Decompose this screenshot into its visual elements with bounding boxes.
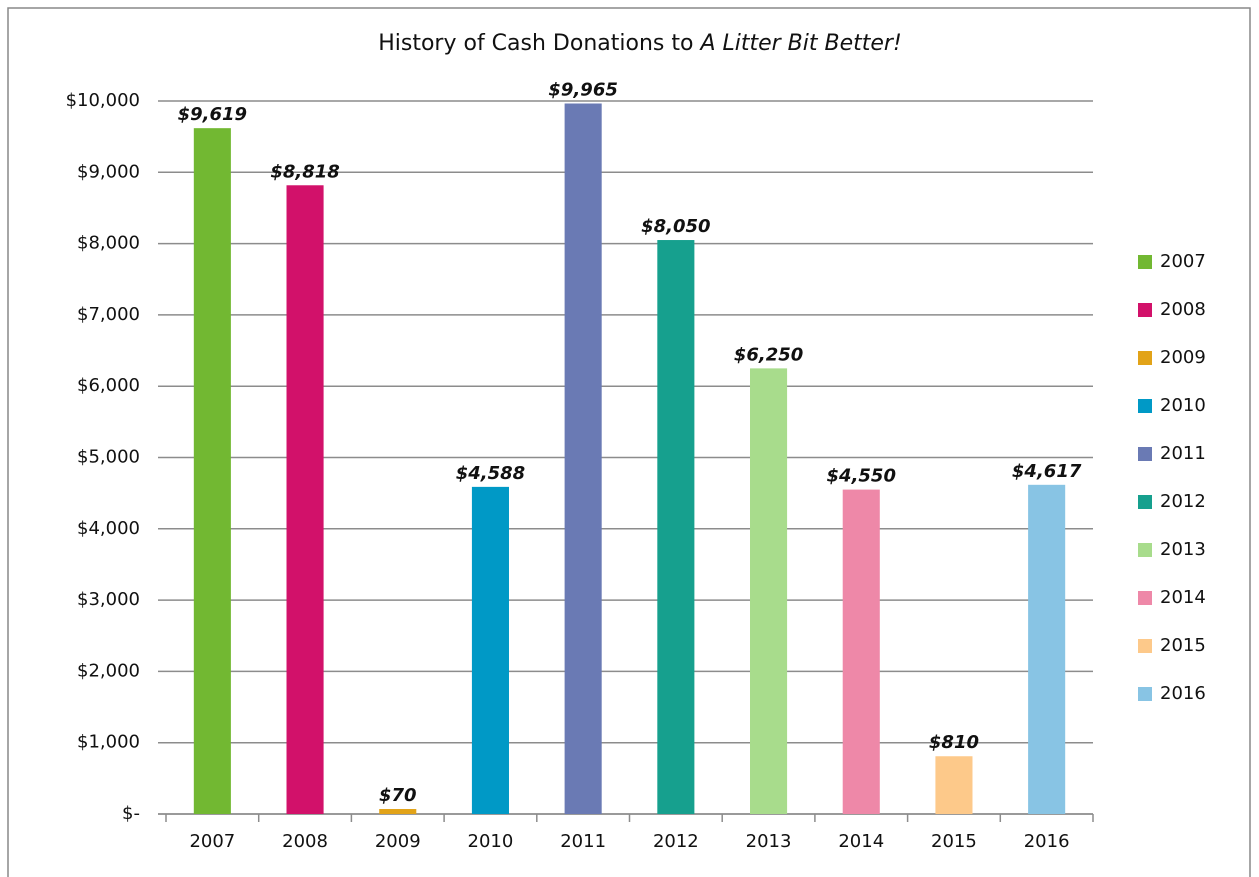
data-label: $8,050 [641,216,710,237]
y-tick-label: $5,000 [77,447,140,468]
bar [935,756,973,814]
title-emphasis: A Litter Bit Better! [698,31,901,56]
y-tick-label: $10,000 [66,90,140,111]
title-part: History of Cash Donations to [378,31,693,56]
y-tick-label: $1,000 [77,732,140,753]
data-label: $8,818 [270,161,339,182]
y-tick-label: $4,000 [77,518,140,539]
legend-label: 2007 [1160,251,1206,272]
bar [564,103,602,815]
legend-swatch [1138,543,1152,557]
bar [750,368,788,814]
data-label: $9,619 [178,104,247,125]
y-tick-label: $3,000 [77,589,140,610]
legend-label: 2010 [1160,395,1206,416]
x-tick-label: 2015 [931,831,977,852]
legend-label: 2013 [1160,539,1206,560]
legend-label: 2008 [1160,299,1206,320]
legend-swatch [1138,399,1152,413]
legend-label: 2011 [1160,443,1206,464]
bar [1028,484,1066,814]
y-tick-label: $7,000 [77,304,140,325]
y-tick-label: $8,000 [77,233,140,254]
data-label: $4,617 [1012,461,1082,482]
data-label: $810 [929,732,979,753]
x-tick-label: 2008 [282,831,328,852]
x-tick-label: 2012 [653,831,699,852]
x-tick-label: 2010 [468,831,514,852]
y-tick-label: $9,000 [77,161,140,182]
data-label: $70 [379,785,417,806]
data-label: $4,588 [456,463,525,484]
y-tick-label: $6,000 [77,375,140,396]
x-tick-label: 2013 [746,831,792,852]
x-tick-label: 2009 [375,831,421,852]
legend-swatch [1138,495,1152,509]
bar [193,128,231,815]
x-tick-label: 2011 [560,831,606,852]
legend-label: 2009 [1160,347,1206,368]
data-label: $4,550 [827,466,896,487]
y-tick-label: $- [122,803,140,824]
y-tick-label: $2,000 [77,660,140,681]
legend-swatch [1138,255,1152,269]
legend-swatch [1138,447,1152,461]
bar [286,185,324,814]
legend-swatch [1138,303,1152,317]
legend-swatch [1138,351,1152,365]
bar [657,240,695,814]
legend-label: 2016 [1160,683,1206,704]
legend-label: 2015 [1160,635,1206,656]
legend-label: 2014 [1160,587,1206,608]
x-tick-label: 2014 [838,831,884,852]
bar [471,486,509,814]
legend-swatch [1138,639,1152,653]
x-tick-label: 2007 [189,831,235,852]
x-tick-label: 2016 [1024,831,1070,852]
legend-swatch [1138,591,1152,605]
chart-title: History of Cash Donations to A Litter Bi… [378,31,902,56]
bar [842,489,880,814]
legend-label: 2012 [1160,491,1206,512]
data-label: $9,965 [548,79,617,100]
legend-swatch [1138,687,1152,701]
data-label: $6,250 [734,344,803,365]
bar [379,809,417,814]
